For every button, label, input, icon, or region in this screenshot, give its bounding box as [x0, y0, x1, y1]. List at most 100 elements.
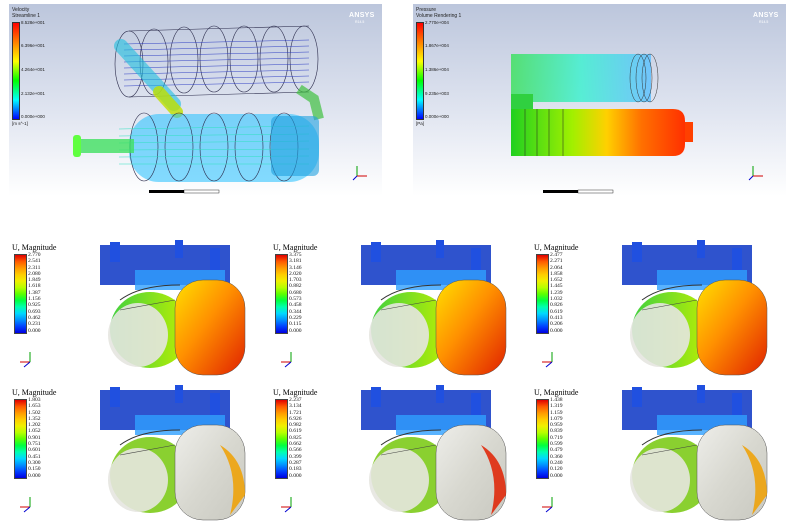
- fea-tick: 0.000: [289, 327, 302, 334]
- ansys-version: R14.5: [759, 20, 769, 24]
- fea-displacement-panel: U, Magnitude 1.803 1.653 1.502 1.352 1.202 1.0…: [12, 385, 262, 525]
- fea-tick: 2.311: [28, 264, 41, 271]
- velocity-streamline-panel: Velocity Streamline 1 8.528e+001 6.396e+…: [9, 4, 382, 196]
- velocity-color-bar: [12, 22, 20, 120]
- muffler-model: [100, 385, 246, 521]
- fea-tick: 1.618: [28, 283, 41, 290]
- fea-color-bar: [275, 254, 288, 334]
- fea-tick: 1.156: [28, 296, 41, 303]
- fea-tick: 1.803: [28, 397, 41, 403]
- fea-tick: 0.206: [550, 321, 563, 328]
- fea-tick: 0.399: [289, 453, 302, 460]
- fea-tick: 1.159: [550, 409, 563, 416]
- fea-tick: 0.115: [289, 321, 302, 328]
- fea-tick: 0.479: [550, 447, 563, 454]
- fea-tick: 3.181: [289, 258, 302, 265]
- fea-tick: 0.573: [289, 296, 302, 303]
- pressure-tick: 9.235e+003: [425, 91, 449, 96]
- velocity-tick: 6.396e+001: [21, 43, 45, 48]
- fea-tick: 0.619: [550, 308, 563, 315]
- fea-tick: 0.825: [289, 434, 302, 441]
- fea-color-bar: [536, 399, 549, 479]
- fea-tick: 0.566: [289, 447, 302, 454]
- fea-tick: 2.770: [28, 252, 41, 258]
- fea-tick: 1.352: [28, 415, 41, 422]
- fea-tick: 0.662: [289, 441, 302, 448]
- fea-tick: 1.319: [550, 403, 563, 410]
- fea-legend-title: U, Magnitude: [273, 243, 318, 252]
- fea-tick: 0.619: [289, 428, 302, 435]
- fea-tick: 0.229: [289, 314, 302, 321]
- velocity-tick: 2.132e+001: [21, 91, 45, 96]
- pressure-legend-title: Pressure Volume Rendering 1: [416, 7, 462, 19]
- ansys-logo: ANSYS: [349, 12, 375, 19]
- fea-tick: 0.719: [550, 434, 563, 441]
- fea-tick: 1.239: [550, 289, 563, 296]
- fea-displacement-panel: U, Magnitude 3.375 3.181 3.146 2.020 1.703 0.8…: [273, 240, 523, 380]
- fea-tick: 0.826: [550, 302, 563, 309]
- fea-tick: 0.240: [550, 459, 563, 466]
- fea-tick: 3.146: [289, 264, 302, 271]
- axis-triad-icon: [281, 352, 292, 368]
- fea-tick: 0.959: [550, 422, 563, 429]
- fea-tick: 2.080: [28, 270, 41, 277]
- muffler-model: [622, 240, 768, 376]
- fea-displacement-panel: U, Magnitude 1.438 1.319 1.159 1.079 0.959 0.8…: [534, 385, 784, 525]
- fea-legend-ticks: 2.477 2.271 2.064 1.858 1.652 1.445 1.239 1.032…: [550, 252, 563, 334]
- fea-tick: 0.231: [28, 321, 41, 328]
- fea-displacement-panel: U, Magnitude 2.237 3.134 1.721 6.926 0.982 0.6…: [273, 385, 523, 525]
- fea-tick: 1.438: [550, 397, 563, 403]
- fea-tick: 0.599: [550, 441, 563, 448]
- velocity-legend-title: Velocity Streamline 1: [12, 7, 41, 19]
- fea-tick: 2.271: [550, 258, 563, 265]
- fea-tick: 0.693: [28, 308, 41, 315]
- fea-tick: 0.000: [289, 472, 302, 479]
- muffler-model: [361, 385, 507, 521]
- fea-color-bar: [536, 254, 549, 334]
- fea-tick: 2.541: [28, 258, 41, 265]
- velocity-tick: 8.528e+001: [21, 20, 45, 25]
- muffler-model: [100, 240, 246, 376]
- fea-tick: 1.858: [550, 270, 563, 277]
- fea-tick: 1.052: [28, 428, 41, 435]
- ansys-version: R14.5: [355, 20, 365, 24]
- fea-tick: 1.202: [28, 422, 41, 429]
- fea-tick: 0.360: [550, 453, 563, 460]
- fea-tick: 6.926: [289, 415, 302, 422]
- fea-tick: 0.000: [28, 327, 41, 334]
- fea-tick: 0.901: [28, 434, 41, 441]
- axis-triad-icon: [542, 352, 553, 368]
- fea-tick: 1.652: [550, 277, 563, 284]
- fea-legend-ticks: 2.770 2.541 2.311 2.080 1.849 1.618 1.387 1.156…: [28, 252, 41, 334]
- fea-color-bar: [275, 399, 288, 479]
- fea-legend-title: U, Magnitude: [273, 388, 318, 397]
- fea-tick: 1.079: [550, 415, 563, 422]
- muffler-model: [622, 385, 768, 521]
- fea-tick: 0.982: [289, 422, 302, 429]
- fea-legend-title: U, Magnitude: [534, 243, 579, 252]
- fea-tick: 0.680: [289, 289, 302, 296]
- pressure-tick: 1.867e+004: [425, 43, 449, 48]
- fea-legend-ticks: 3.375 3.181 3.146 2.020 1.703 0.882 0.680 0.573…: [289, 252, 302, 334]
- fea-tick: 1.387: [28, 289, 41, 296]
- fea-legend-title: U, Magnitude: [12, 388, 57, 397]
- pressure-volume-panel: Pressure Volume Rendering 1 2.770e+004 1…: [413, 4, 786, 196]
- fea-tick: 0.300: [28, 459, 41, 466]
- fea-color-bar: [14, 254, 27, 334]
- fea-tick: 3.134: [289, 403, 302, 410]
- fea-tick: 0.601: [28, 447, 41, 454]
- fea-tick: 0.000: [28, 472, 41, 479]
- velocity-model: [73, 25, 367, 194]
- fea-tick: 1.721: [289, 409, 302, 416]
- velocity-tick: 4.264e+001: [21, 67, 45, 72]
- fea-tick: 1.502: [28, 409, 41, 416]
- fea-legend-title: U, Magnitude: [12, 243, 57, 252]
- pressure-tick: 0.000e+000: [425, 114, 449, 119]
- fea-displacement-panel: U, Magnitude 2.477 2.271 2.064 1.858 1.652 1.4…: [534, 240, 784, 380]
- axis-triad-icon: [281, 497, 292, 513]
- fea-tick: 3.375: [289, 252, 302, 258]
- fea-tick: 1.849: [28, 277, 41, 284]
- fea-tick: 0.287: [289, 459, 302, 466]
- pressure-tick: 1.386e+004: [425, 67, 449, 72]
- fea-tick: 2.064: [550, 264, 563, 271]
